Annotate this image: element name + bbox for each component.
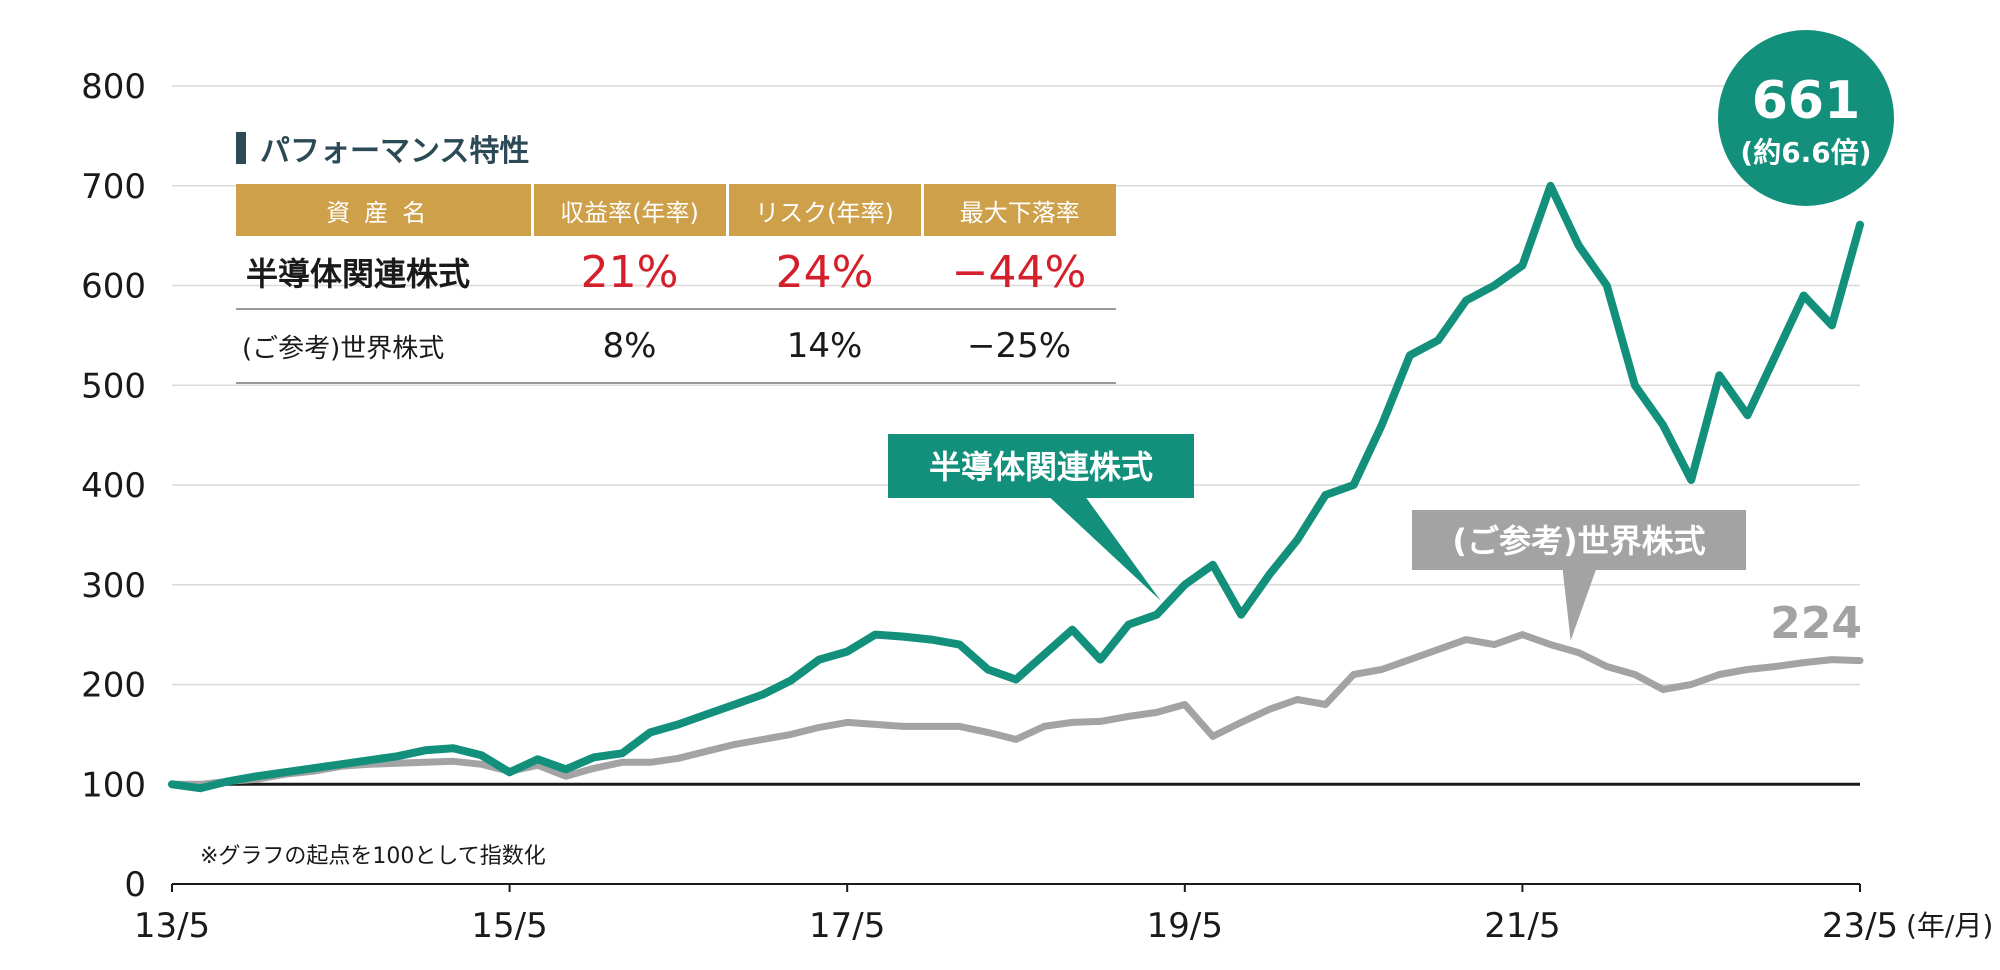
header-asset: 資産名 (236, 184, 534, 236)
row1-return: 21% (532, 236, 727, 310)
header-drawdown: 最大下落率 (922, 184, 1116, 236)
y-tick-label: 600 (81, 267, 146, 307)
y-tick-label: 500 (81, 366, 146, 406)
performance-table: 資産名 収益率(年率) リスク(年率) 最大下落率 半導体関連株式 21% 24… (236, 184, 1116, 384)
y-tick-label: 300 (81, 566, 146, 606)
end-value-main-note: (約6.6倍) (1740, 136, 1871, 169)
y-tick-label: 100 (81, 765, 146, 805)
series-line-world (168, 631, 1864, 788)
row2-risk: 14% (727, 309, 922, 384)
y-tick-label: 0 (124, 865, 146, 905)
y-tick-label: 400 (81, 466, 146, 506)
callout-box-semiconductor (888, 434, 1194, 498)
y-tick-label: 800 (81, 67, 146, 107)
table-row: 半導体関連株式 21% 24% −44% (236, 236, 1116, 310)
callout-pointer-world (1562, 564, 1598, 641)
row2-asset: (ご参考)世界株式 (236, 309, 532, 384)
end-value-world: 224 (1770, 598, 1862, 649)
row1-drawdown: −44% (922, 236, 1116, 310)
series-line-semiconductor (168, 181, 1864, 793)
title-marker (236, 132, 246, 164)
performance-title-text: パフォーマンス特性 (260, 134, 530, 169)
header-return: 収益率(年率) (532, 184, 729, 236)
x-tick-label: 13/5 (134, 906, 210, 946)
performance-title: パフォーマンス特性 (236, 126, 1116, 170)
row2-drawdown: −25% (922, 309, 1116, 384)
x-tick-label: 17/5 (809, 906, 885, 946)
row2-return: 8% (532, 309, 727, 384)
table-row: (ご参考)世界株式 8% 14% −25% (236, 309, 1116, 384)
callout-label-semiconductor: 半導体関連株式 (929, 448, 1153, 486)
end-value-badge (1718, 30, 1894, 206)
x-tick-label: 21/5 (1484, 906, 1560, 946)
callout-pointer-semiconductor (1044, 492, 1161, 601)
table-header-row: 資産名 収益率(年率) リスク(年率) 最大下落率 (236, 184, 1116, 236)
callout-label-world: (ご参考)世界株式 (1452, 522, 1705, 560)
performance-panel: パフォーマンス特性 資産名 収益率(年率) リスク(年率) 最大下落率 半導体関… (236, 126, 1116, 384)
callout-box-world (1412, 510, 1746, 570)
header-risk: リスク(年率) (727, 184, 924, 236)
x-tick-label: 15/5 (471, 906, 547, 946)
end-value-main: 661 (1752, 71, 1861, 131)
row1-risk: 24% (727, 236, 922, 310)
x-axis-unit: (年/月) (1906, 909, 1993, 942)
x-tick-label: 19/5 (1147, 906, 1223, 946)
row1-asset: 半導体関連株式 (236, 236, 532, 310)
y-tick-label: 700 (81, 167, 146, 207)
y-tick-label: 200 (81, 666, 146, 706)
x-tick-label: 23/5 (1822, 906, 1898, 946)
chart-note: ※グラフの起点を100として指数化 (200, 844, 546, 869)
